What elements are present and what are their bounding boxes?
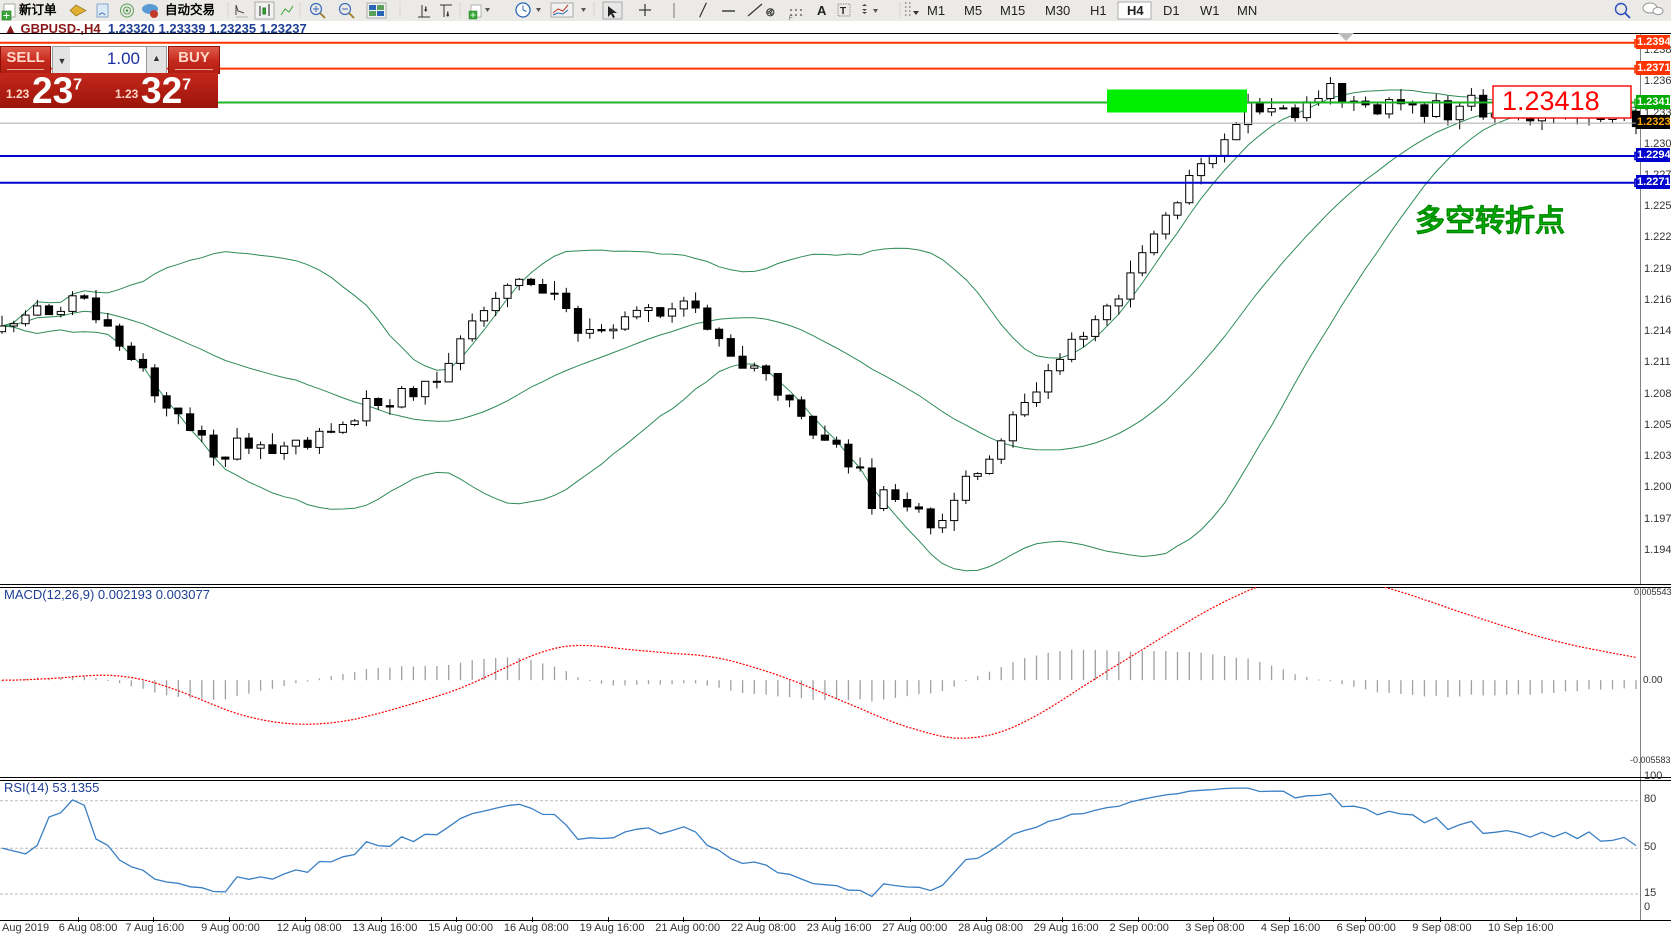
svg-text:M30: M30 (1045, 3, 1070, 18)
svg-text:M15: M15 (1000, 3, 1025, 18)
svg-text:↓: ↓ (446, 11, 450, 18)
svg-text:M1: M1 (927, 3, 945, 18)
svg-text:自动交易: 自动交易 (165, 2, 215, 17)
svg-text:1.23418: 1.23418 (1502, 86, 1600, 116)
svg-text:MN: MN (1237, 3, 1257, 18)
svg-text:M5: M5 (964, 3, 982, 18)
svg-text:A: A (817, 3, 827, 18)
svg-text:D1: D1 (1163, 3, 1180, 18)
svg-text:↓: ↓ (424, 6, 428, 13)
svg-text:新订单: 新订单 (19, 2, 57, 17)
svg-text:࿋: ࿋ (766, 7, 775, 19)
svg-text:W1: W1 (1200, 3, 1220, 18)
svg-text:多空转折点: 多空转折点 (1415, 205, 1565, 238)
svg-text:T: T (840, 6, 846, 17)
svg-text:H4: H4 (1127, 3, 1144, 18)
svg-text:H1: H1 (1090, 3, 1107, 18)
